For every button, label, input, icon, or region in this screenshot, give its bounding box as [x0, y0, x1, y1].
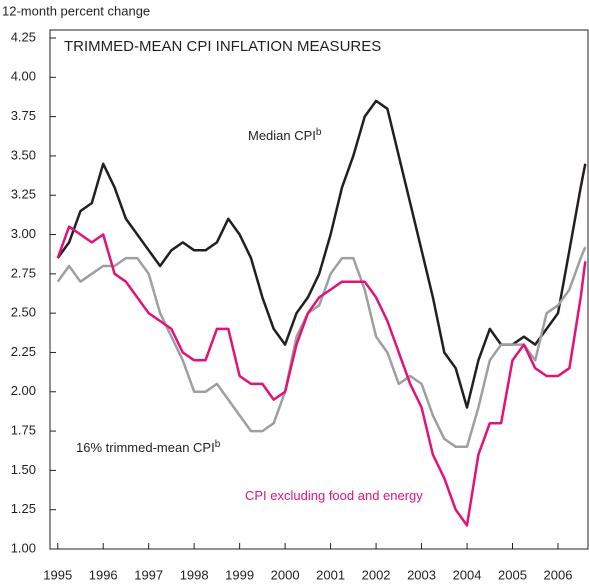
x-tick-label: 1998: [180, 567, 209, 582]
chart-title: TRIMMED-MEAN CPI INFLATION MEASURES: [64, 38, 381, 55]
x-tick-label: 2000: [271, 567, 300, 582]
y-tick-label: 4.25: [11, 29, 36, 44]
y-tick-label: 2.25: [11, 344, 36, 359]
x-tick-label: 1995: [43, 567, 72, 582]
y-tick-label: 2.75: [11, 265, 36, 280]
x-tick-label: 2006: [544, 567, 573, 582]
x-tick-label: 1999: [225, 567, 254, 582]
y-tick-label: 1.50: [11, 462, 36, 477]
y-tick-label: 3.25: [11, 187, 36, 202]
series-line: [56, 246, 587, 449]
y-tick-label: 4.00: [11, 69, 36, 84]
x-tick-label: 2003: [407, 567, 436, 582]
annotation-text: CPI excluding food and energy: [245, 488, 423, 503]
series-annotation: CPI excluding food and energy: [245, 488, 423, 503]
y-tick-label: 2.50: [11, 305, 36, 320]
y-tick-label: 2.00: [11, 383, 36, 398]
annotation-text: Median CPI: [248, 128, 316, 143]
y-tick-label: 3.50: [11, 147, 36, 162]
x-tick-label: 2001: [316, 567, 345, 582]
series-line: [56, 225, 587, 527]
y-tick-label: 1.25: [11, 501, 36, 516]
x-tick-label: 2002: [362, 567, 391, 582]
y-tick-label: 1.75: [11, 423, 36, 438]
y-axis-label: 12-month percent change: [2, 3, 150, 18]
x-tick-label: 1996: [89, 567, 118, 582]
annotation-text: 16% trimmed-mean CPI: [76, 440, 215, 455]
annotation-superscript: b: [215, 439, 221, 450]
x-tick-label: 2005: [498, 567, 527, 582]
plot-frame: [49, 29, 589, 550]
y-tick-label: 3.75: [11, 108, 36, 123]
x-tick-label: 2004: [453, 567, 482, 582]
annotation-superscript: b: [316, 127, 322, 138]
series-annotation: 16% trimmed-mean CPIb: [76, 439, 221, 456]
y-tick-label: 3.00: [11, 226, 36, 241]
y-tick-label: 1.00: [11, 540, 36, 555]
series-line: [56, 99, 587, 409]
series-annotation: Median CPIb: [248, 127, 322, 144]
x-tick-label: 1997: [134, 567, 163, 582]
